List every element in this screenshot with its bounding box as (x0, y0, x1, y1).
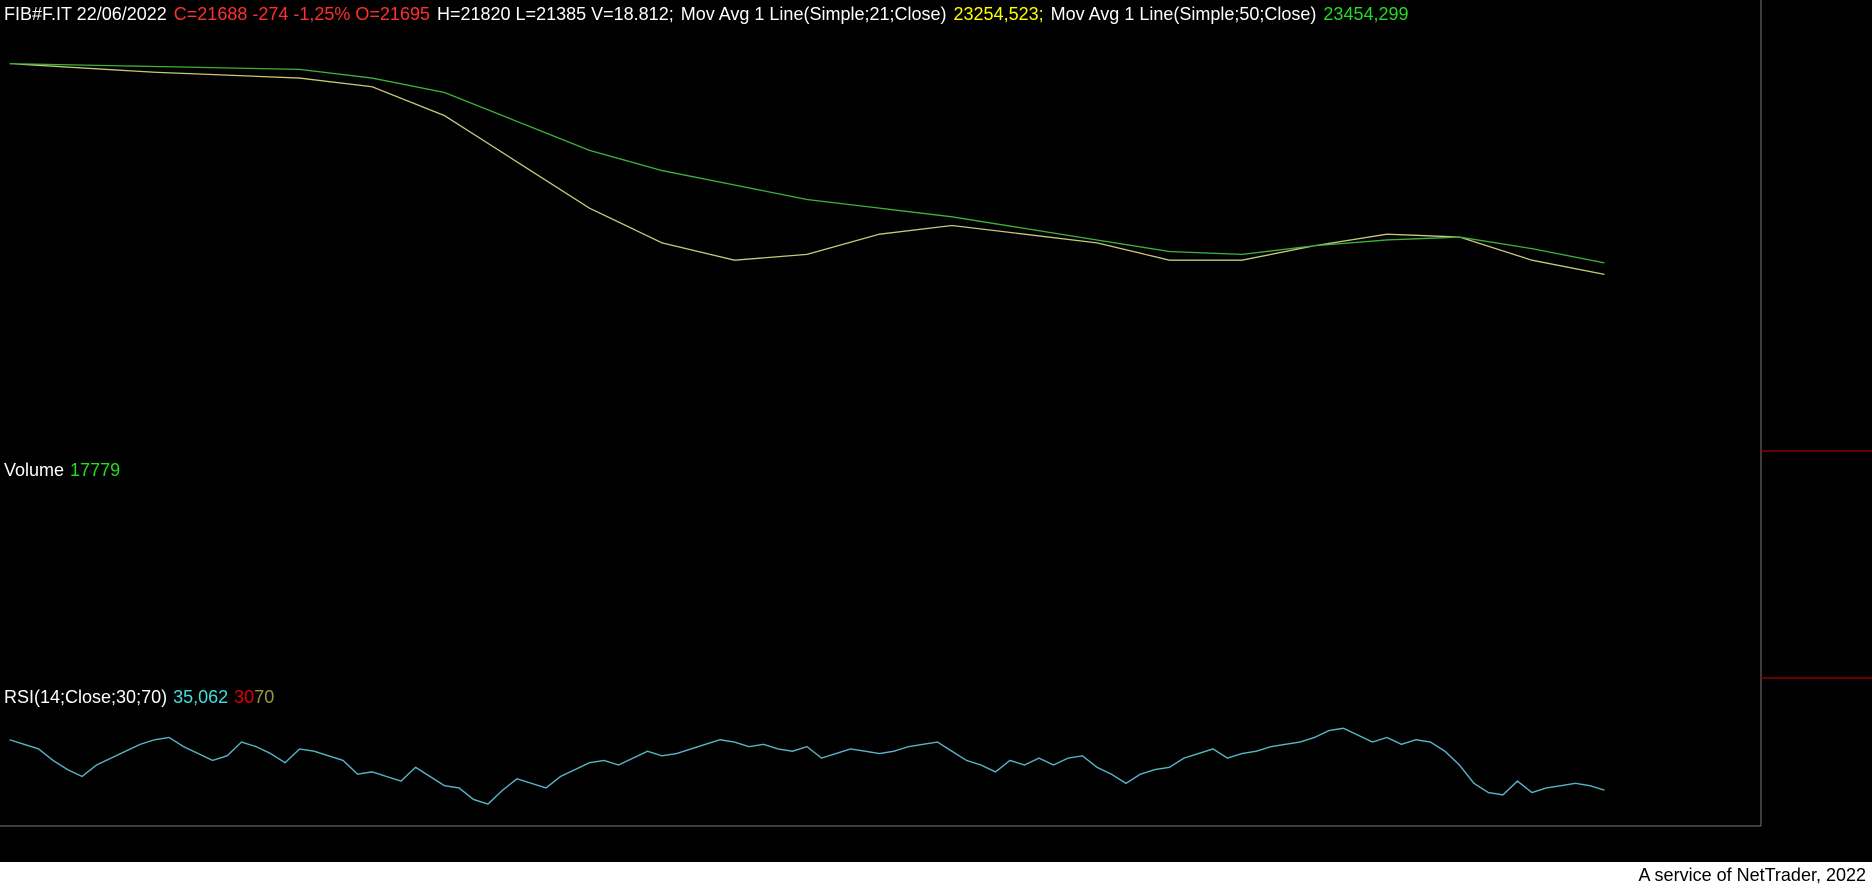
footer-band (0, 862, 1872, 888)
level-label: 30 (234, 687, 254, 707)
header: FIB#F.IT 22/06/2022 C=21688 -274 -1,25% O… (4, 4, 1409, 24)
header-text: C=21688 -274 -1,25% O=21695 (174, 4, 430, 24)
pane-title: Volume 17779 (4, 460, 120, 480)
legend-name: Mov Avg 1 Line(Simple;21;Close) (681, 4, 947, 24)
pane-value: 17779 (70, 460, 120, 480)
rsi-line (9, 727, 1605, 805)
moving-average-line (9, 62, 1605, 264)
pane-title-text: Volume (4, 460, 64, 480)
legend-value: 23254,523; (954, 4, 1044, 24)
header-text: H=21820 L=21385 V=18.812; (437, 4, 674, 24)
pane-value: 35,062 (173, 687, 228, 707)
legend-value: 23454,299 (1323, 4, 1408, 24)
legend-name: Mov Avg 1 Line(Simple;50;Close) (1051, 4, 1317, 24)
labels-layer: FIB#F.IT 22/06/2022 C=21688 -274 -1,25% O… (4, 4, 1409, 707)
level-label: 70 (254, 687, 274, 707)
header-text: FIB#F.IT 22/06/2022 (4, 4, 167, 24)
marks-layer (9, 62, 1605, 805)
pane-title-text: RSI(14;Close;30;70) (4, 687, 167, 707)
footer: A service of NetTrader, 2022 (1639, 865, 1866, 885)
background (0, 0, 1872, 862)
moving-average-line (9, 62, 1605, 276)
pane-title: RSI(14;Close;30;70) 35,062 3070 (4, 687, 274, 707)
